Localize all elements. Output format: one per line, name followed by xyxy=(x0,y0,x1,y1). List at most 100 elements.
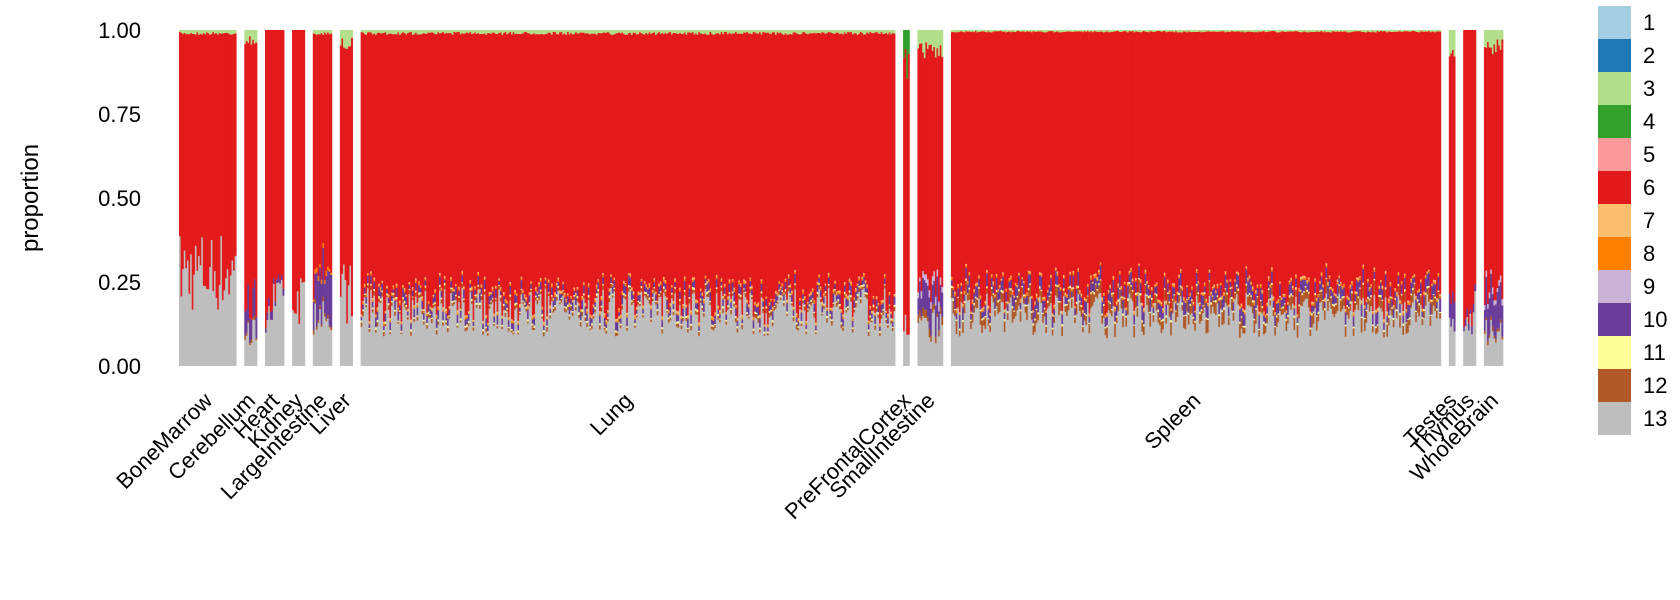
bar-segment xyxy=(987,30,990,32)
bar-segment xyxy=(400,334,403,366)
bar-segment xyxy=(472,326,475,328)
bar-segment xyxy=(346,48,349,324)
bar-segment xyxy=(743,279,746,282)
bar-segment xyxy=(1239,306,1242,309)
bar-segment xyxy=(1122,30,1125,32)
bar-segment xyxy=(391,30,393,34)
bar-segment xyxy=(487,33,489,324)
bar-segment xyxy=(1314,281,1317,293)
bar-segment xyxy=(786,301,789,304)
bar-segment xyxy=(1304,277,1307,280)
bar-segment xyxy=(415,282,417,291)
bar-segment xyxy=(443,30,446,34)
bar-segment xyxy=(1109,303,1112,314)
bar-segment xyxy=(1199,30,1202,32)
bar-segment xyxy=(696,314,699,366)
bar-segment xyxy=(439,30,441,34)
bar-segment xyxy=(1112,278,1115,280)
bar-segment xyxy=(581,311,584,317)
bar-segment xyxy=(419,285,422,287)
bar-segment xyxy=(1046,290,1049,292)
bar-segment xyxy=(992,281,995,284)
bar-segment xyxy=(586,313,589,321)
bar-segment xyxy=(264,332,267,366)
bar-segment xyxy=(578,33,581,304)
bar-segment xyxy=(392,289,395,294)
bar-segment xyxy=(1207,319,1210,333)
bar-segment xyxy=(1322,301,1325,311)
bar-segment xyxy=(587,284,590,288)
sample-group-lung xyxy=(360,30,896,366)
bar-segment xyxy=(1267,278,1270,281)
bar-segment xyxy=(709,301,712,303)
bar-segment xyxy=(1282,31,1285,295)
bar-segment xyxy=(966,293,969,295)
bar-segment xyxy=(624,299,627,366)
bar-segment xyxy=(1271,294,1274,366)
bar-segment xyxy=(808,296,811,305)
bar-segment xyxy=(631,30,633,35)
bar-segment xyxy=(560,293,563,298)
bar-segment xyxy=(371,307,374,310)
bar-segment xyxy=(824,285,827,292)
bar-segment xyxy=(966,294,969,301)
bar-segment xyxy=(783,302,786,307)
bar-segment xyxy=(1002,31,1005,273)
bar-segment xyxy=(1149,311,1152,314)
bar-segment xyxy=(1011,294,1014,307)
bar-segment xyxy=(1067,289,1070,300)
bar-segment xyxy=(247,42,250,285)
bar-segment xyxy=(960,283,963,285)
bar-segment xyxy=(707,290,710,293)
bar-segment xyxy=(549,313,552,316)
bar-segment xyxy=(218,30,221,33)
bar-segment xyxy=(903,57,906,332)
bar-segment xyxy=(1077,287,1080,295)
bar-segment xyxy=(1280,307,1283,309)
bar-segment xyxy=(341,30,344,39)
bar-segment xyxy=(994,294,997,296)
bar-segment xyxy=(992,294,995,303)
bar-segment xyxy=(392,30,395,35)
bar-segment xyxy=(1141,322,1144,332)
bar-segment xyxy=(379,30,382,34)
bar-segment xyxy=(1331,290,1334,293)
bar-segment xyxy=(1106,30,1109,32)
bar-segment xyxy=(1051,329,1054,336)
bar-segment xyxy=(445,322,448,325)
bar-segment xyxy=(934,296,937,306)
bar-segment xyxy=(840,322,843,325)
bar-segment xyxy=(571,316,574,366)
bar-segment xyxy=(1008,30,1011,32)
bar-segment xyxy=(762,312,765,366)
bar-segment xyxy=(807,308,810,310)
bar-segment xyxy=(538,296,541,301)
bar-segment xyxy=(1034,30,1037,32)
bar-segment xyxy=(602,285,605,291)
bar-segment xyxy=(747,304,750,306)
bar-segment xyxy=(1035,323,1038,366)
bar-segment xyxy=(711,30,714,34)
bar-segment xyxy=(371,312,374,366)
bar-segment xyxy=(851,328,854,333)
bar-segment xyxy=(520,33,523,277)
bar-segment xyxy=(394,315,397,366)
bar-segment xyxy=(443,275,446,278)
bar-segment xyxy=(685,307,688,316)
bar-segment xyxy=(1080,31,1083,294)
bar-segment xyxy=(735,316,738,319)
bar-segment xyxy=(659,292,662,297)
bar-segment xyxy=(690,323,693,326)
bar-segment xyxy=(1235,272,1238,274)
bar-segment xyxy=(746,312,749,314)
bar-segment xyxy=(687,30,690,33)
bar-segment xyxy=(565,298,568,301)
bar-segment xyxy=(882,33,885,300)
bar-segment xyxy=(375,314,377,317)
bar-segment xyxy=(832,303,835,307)
bar-segment xyxy=(455,286,457,295)
bar-segment xyxy=(411,288,414,291)
bar-segment xyxy=(467,326,470,366)
bar-segment xyxy=(490,301,493,305)
bar-segment xyxy=(711,33,714,316)
